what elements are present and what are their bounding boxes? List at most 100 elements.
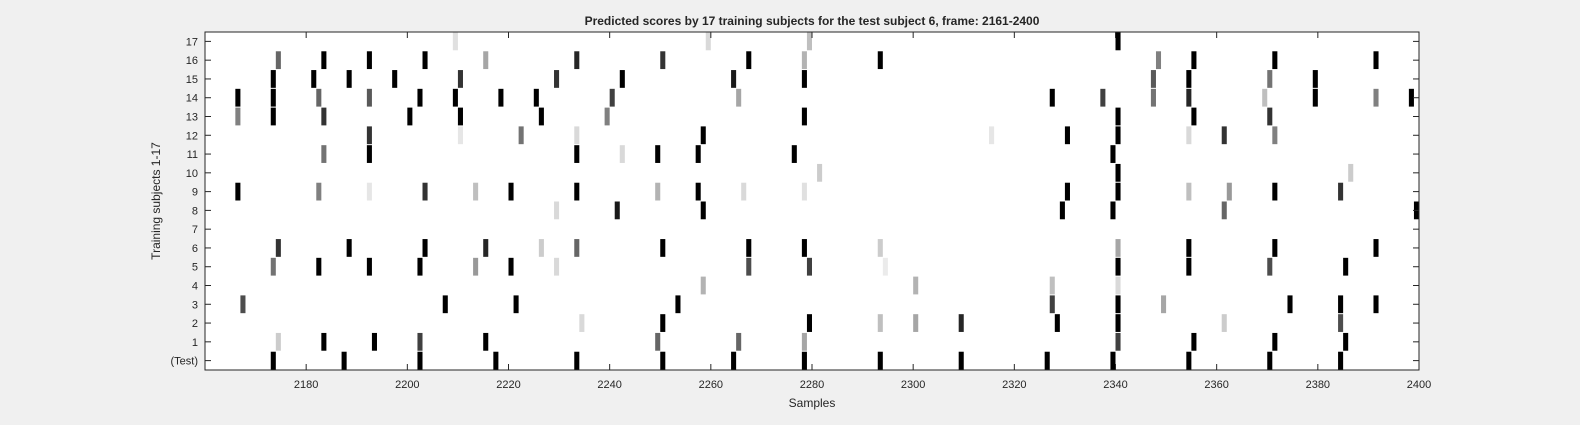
heatmap-cell (473, 182, 479, 201)
heatmap-cell (311, 70, 317, 88)
heatmap-cell (604, 107, 610, 126)
heatmap-cell (700, 276, 706, 295)
heatmap-cell (518, 126, 524, 145)
x-tick-label: 2240 (597, 379, 621, 391)
heatmap-cell (457, 70, 463, 88)
heatmap-cell (1221, 201, 1227, 220)
heatmap-cell (877, 239, 883, 257)
heatmap-cell (913, 276, 919, 295)
heatmap-cell (316, 257, 322, 276)
heatmap-cell (554, 70, 560, 88)
heatmap-cell (660, 239, 666, 257)
y-tick-label: 12 (186, 130, 198, 142)
heatmap-cell (1054, 314, 1060, 332)
heatmap-cell (346, 239, 352, 257)
heatmap-cell (1115, 182, 1121, 201)
heatmap-cell (1110, 201, 1116, 220)
heatmap-cell (1272, 51, 1278, 70)
y-tick-label: 5 (192, 262, 198, 274)
heatmap-cell (316, 88, 322, 107)
heatmap-cell (442, 295, 448, 314)
plot-area (205, 32, 1419, 370)
heatmap-cell (1186, 257, 1192, 276)
heatmap-cell (538, 239, 544, 257)
heatmap-cell (275, 239, 281, 257)
heatmap-cell (1115, 257, 1121, 276)
heatmap-cell (1115, 126, 1121, 145)
heatmap-cell (366, 145, 372, 163)
heatmap-cell (574, 351, 580, 370)
heatmap-cell (1343, 257, 1349, 276)
heatmap-cell (731, 351, 737, 370)
heatmap-cell (321, 107, 327, 126)
heatmap-cell (1044, 351, 1050, 370)
heatmap-cell (731, 70, 737, 88)
heatmap-cell (705, 32, 711, 51)
heatmap-cell (1272, 239, 1278, 257)
heatmap-cell (483, 239, 489, 257)
heatmap-cell (660, 351, 666, 370)
heatmap-cell (1049, 276, 1055, 295)
heatmap-cell (275, 51, 281, 70)
heatmap-cell (1115, 163, 1121, 182)
heatmap-cell (473, 257, 479, 276)
x-tick-label: 2220 (496, 379, 520, 391)
heatmap-cell (366, 182, 372, 201)
heatmap-cell (275, 332, 281, 351)
heatmap-cell (1338, 314, 1344, 332)
y-tick-label: 9 (192, 187, 198, 199)
heatmap-cell (801, 107, 807, 126)
heatmap-cell (791, 145, 797, 163)
heatmap-cell (1115, 332, 1121, 351)
heatmap-cell (801, 70, 807, 88)
heatmap-cell (1064, 126, 1070, 145)
heatmap-cell (240, 295, 246, 314)
heatmap-cell (1272, 182, 1278, 201)
heatmap-cell (452, 32, 458, 51)
heatmap-cell (1191, 332, 1197, 351)
heatmap-cell (1262, 88, 1268, 107)
heatmap-cell (1049, 295, 1055, 314)
heatmap-cell (741, 182, 747, 201)
heatmap-cell (533, 88, 539, 107)
y-tick-label: 15 (186, 74, 198, 86)
x-tick-label: 2260 (699, 379, 723, 391)
heatmap-cell (1100, 88, 1106, 107)
heatmap-cell (371, 332, 377, 351)
heatmap-cell (1226, 182, 1232, 201)
heatmap-cell (366, 257, 372, 276)
heatmap-cell (574, 182, 580, 201)
heatmap-cell (1272, 332, 1278, 351)
heatmap-cell (614, 201, 620, 220)
heatmap-cell (609, 88, 615, 107)
heatmap-cell (574, 239, 580, 257)
y-tick-label: 6 (192, 243, 198, 255)
heatmap-cell (417, 257, 423, 276)
heatmap-cell (1186, 88, 1192, 107)
y-tick-label: 11 (187, 149, 198, 161)
heatmap-cell (1287, 295, 1293, 314)
heatmap-cell (675, 295, 681, 314)
heatmap-cell (513, 295, 519, 314)
heatmap-cell (1312, 70, 1318, 88)
heatmap-cell (1161, 295, 1167, 314)
heatmap-cell (417, 332, 423, 351)
heatmap-cell (989, 126, 995, 145)
heatmap-cell (1267, 70, 1273, 88)
heatmap-cell (392, 70, 398, 88)
heatmap-cell (579, 314, 585, 332)
heatmap-cell (1186, 239, 1192, 257)
heatmap-cell (1338, 295, 1344, 314)
heatmap-cell (619, 70, 625, 88)
y-tick-label: 3 (192, 299, 198, 311)
heatmap-cell (270, 70, 276, 88)
heatmap-cell (1115, 107, 1121, 126)
heatmap-cell (801, 351, 807, 370)
heatmap-cell (746, 239, 752, 257)
heatmap-cell (321, 145, 327, 163)
heatmap-cell (801, 239, 807, 257)
heatmap-cell (1348, 163, 1354, 182)
heatmap-cell (660, 314, 666, 332)
x-tick-label: 2180 (294, 379, 318, 391)
heatmap-cell (1191, 107, 1197, 126)
